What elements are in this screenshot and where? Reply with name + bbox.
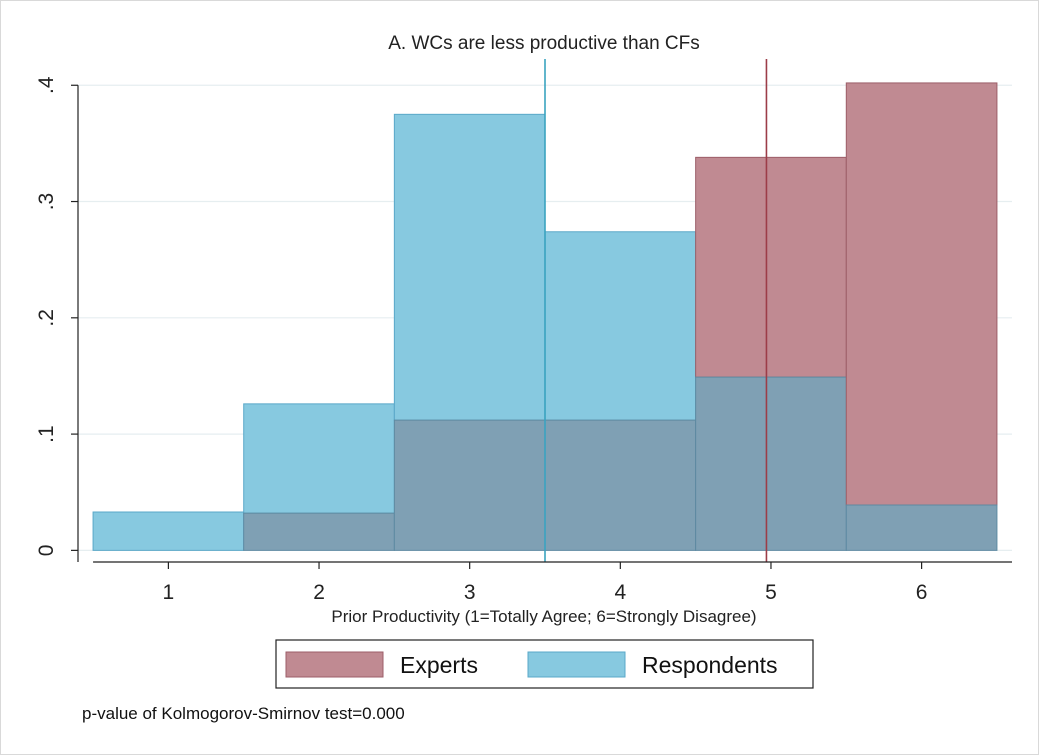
y-tick-label-2: .2: [35, 309, 58, 327]
x-tick-label-1: 1: [163, 581, 175, 604]
mean-lines: [544, 59, 768, 562]
bars: [92, 82, 998, 551]
y-tick-label-1: .1: [35, 425, 58, 443]
bar-overlap-4: [544, 419, 697, 551]
chart-title: A. WCs are less productive than CFs: [388, 33, 700, 54]
bar-respondents-2: [243, 403, 395, 514]
axes: [77, 85, 1012, 563]
x-tick-label-3: 3: [464, 581, 476, 604]
x-axis-label: Prior Productivity (1=Totally Agree; 6=S…: [331, 607, 756, 626]
legend-swatch-respondents: [527, 651, 626, 678]
x-tick-label-2: 2: [313, 581, 325, 604]
y-tick-label-0: 0: [35, 545, 58, 557]
y-tick-label-3: .3: [35, 193, 58, 211]
x-tick-label-6: 6: [916, 581, 928, 604]
bar-overlap-6: [845, 504, 998, 551]
bar-overlap-2: [243, 512, 395, 551]
bar-experts-6: [845, 82, 998, 506]
x-tick-label-4: 4: [614, 581, 626, 604]
x-tick-label-5: 5: [765, 581, 777, 604]
y-tick-label-4: .4: [35, 76, 58, 94]
y-axis-ticks: 0 .1 .2 .3 .4: [35, 76, 78, 556]
bar-respondents-4: [544, 231, 697, 421]
legend-label-respondents: Respondents: [642, 652, 778, 678]
bar-experts-5: [695, 156, 847, 378]
legend-label-experts: Experts: [400, 652, 478, 678]
legend: Experts Respondents: [275, 639, 814, 689]
bar-respondents-3: [393, 113, 546, 421]
legend-swatch-experts: [285, 651, 384, 678]
ks-test-annotation: p-value of Kolmogorov-Smirnov test=0.000: [82, 704, 405, 723]
x-axis-ticks: 1 2 3 4 5 6: [163, 562, 928, 604]
bar-overlap-5: [695, 376, 847, 551]
bar-respondents-1: [92, 511, 245, 551]
bar-overlap-3: [393, 419, 546, 551]
